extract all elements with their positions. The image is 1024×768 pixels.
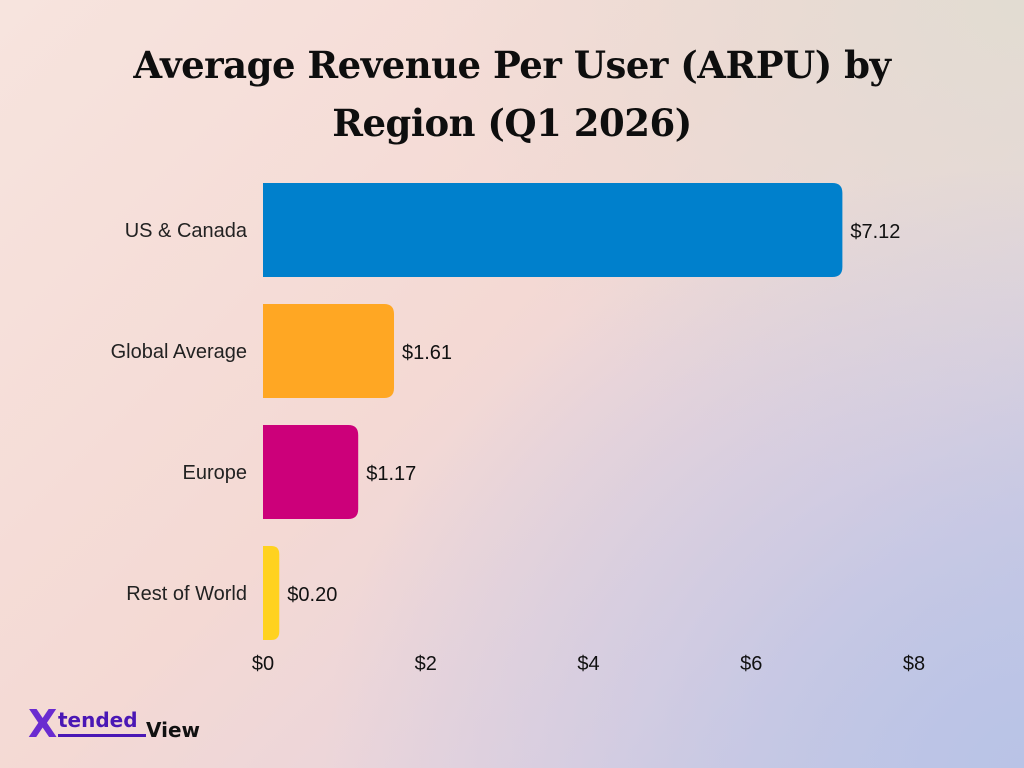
category-label-global-average: Global Average (111, 341, 247, 363)
chart-title-line-2: Region (Q1 2026) (332, 101, 692, 145)
category-label-europe: Europe (183, 462, 248, 484)
bar-us-and-canada (263, 183, 843, 277)
value-label-europe: $1.17 (366, 463, 416, 485)
value-label-global-average: $1.61 (402, 342, 452, 364)
chart-title-line-1: Average Revenue Per User (ARPU) by (133, 43, 891, 87)
bar-rest-of-world (263, 546, 280, 640)
x-tick-label: $6 (740, 653, 762, 675)
logo-x-mark: X (28, 702, 58, 746)
bar-europe (263, 425, 359, 519)
category-label-us-and-canada: US & Canada (125, 220, 248, 242)
x-tick-label: $4 (577, 653, 599, 675)
x-tick-label: $2 (415, 653, 437, 675)
value-label-us-and-canada: $7.12 (850, 221, 900, 243)
value-label-rest-of-world: $0.20 (287, 584, 337, 606)
chart-title: Average Revenue Per User (ARPU) by Regio… (0, 36, 1024, 152)
logo-underline (58, 734, 146, 737)
category-label-rest-of-world: Rest of World (126, 583, 247, 605)
logo-tended-text: tended (58, 708, 138, 732)
logo-view-text: View (146, 718, 201, 742)
bar-global-average (263, 304, 395, 398)
xtendedview-logo: X tended View (28, 704, 228, 744)
x-tick-label: $0 (252, 653, 274, 675)
x-tick-label: $8 (903, 653, 925, 675)
